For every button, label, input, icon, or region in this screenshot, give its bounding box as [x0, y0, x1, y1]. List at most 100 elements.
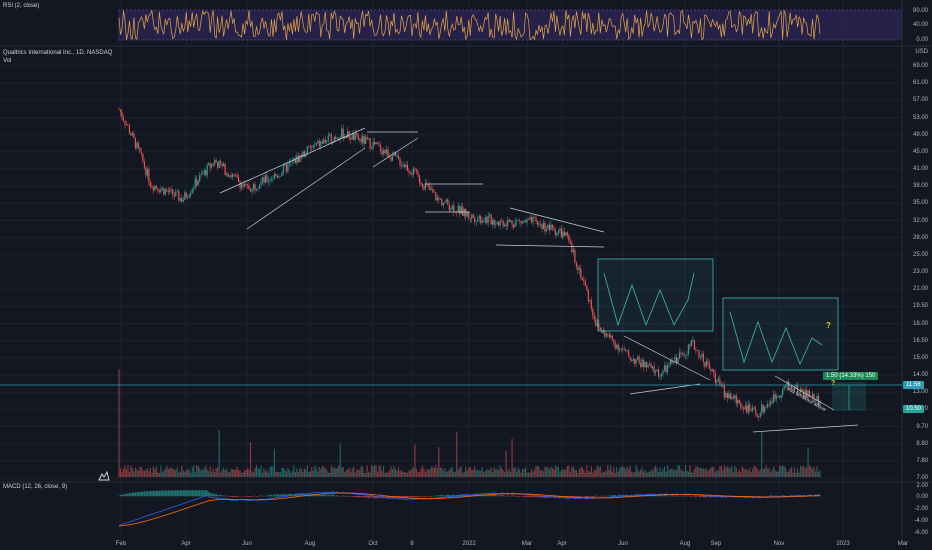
volume-bar [496, 468, 498, 477]
macd-histogram-bar [680, 495, 682, 497]
macd-histogram-bar [671, 495, 673, 497]
drawings[interactable] [219, 127, 859, 433]
trendline-wedge-top[interactable] [623, 335, 711, 381]
candle-body [211, 163, 213, 168]
macd-histogram-bar [279, 494, 282, 497]
candle-body [704, 361, 706, 367]
volume-bar [450, 467, 452, 477]
trendline-upper-channel[interactable] [219, 127, 366, 194]
macd-histogram-bar [495, 495, 497, 497]
price-axis-label: 7.80 [916, 457, 928, 464]
volume-bar [149, 467, 151, 477]
macd-histogram-bar [486, 495, 488, 497]
candle-body [515, 220, 518, 222]
rsi-title[interactable]: RSI (2, close) [3, 3, 40, 9]
macd-histogram-bar [269, 494, 271, 497]
volume-bar [411, 468, 413, 477]
macd-histogram-bar [149, 491, 151, 497]
candle-body [498, 222, 500, 226]
volume-bar [332, 468, 334, 477]
macd-histogram-bar [118, 495, 120, 497]
volume-bar [750, 472, 752, 477]
volume-bar [783, 466, 785, 477]
volume-bar [547, 466, 549, 477]
volume-bar [240, 472, 243, 477]
candle-body [245, 183, 247, 185]
trendline-flag-lower[interactable] [372, 137, 419, 168]
projection-box-2[interactable] [722, 297, 839, 371]
volume-bar [290, 472, 292, 477]
trendline-triangle-bottom[interactable] [495, 244, 605, 248]
candle-body [819, 400, 821, 406]
macd-histogram-bar [124, 494, 126, 497]
candle-body [510, 220, 512, 222]
trendline-lower-channel[interactable] [246, 147, 366, 230]
trendline-final-top[interactable] [774, 375, 835, 411]
macd-histogram-bar [251, 496, 253, 497]
tradingview-logo-icon[interactable] [98, 468, 110, 481]
candle-body [550, 224, 552, 230]
volume-bar [291, 470, 293, 477]
macd-histogram-bar [202, 490, 204, 497]
volume-bar [686, 470, 688, 477]
candle-body [212, 163, 214, 165]
candle-body [717, 379, 719, 381]
volume-bar [632, 472, 634, 477]
volume-bar [701, 468, 703, 477]
volume-bar [430, 466, 432, 477]
macd-histogram-bar [321, 494, 323, 497]
projection-box-1[interactable] [597, 258, 714, 332]
candle-body [814, 401, 817, 402]
volume-bar [719, 466, 721, 477]
volume-bar [565, 469, 567, 477]
volume-bar [737, 472, 739, 477]
candle-body [535, 217, 537, 221]
macd-histogram-bar [215, 493, 217, 497]
candle-body [284, 164, 286, 166]
macd-histogram-bar [523, 496, 525, 497]
trendline-wedge-bottom[interactable] [629, 383, 701, 395]
candle-body [770, 401, 772, 405]
trendline-triangle-top[interactable] [509, 207, 605, 233]
volume-bar [439, 467, 441, 477]
volume-bar [415, 468, 418, 477]
volume-bar [226, 468, 228, 477]
macd-histogram-bar [542, 496, 545, 498]
candle-body [441, 199, 443, 206]
macd-histogram-bar [172, 490, 174, 497]
volume-label[interactable]: Vol [3, 58, 12, 64]
macd-title[interactable]: MACD (12, 26, close, 9) [3, 484, 68, 490]
volume-bar [708, 469, 710, 477]
candle-body [512, 224, 515, 228]
candle-body [326, 141, 328, 143]
volume-bar [441, 468, 443, 477]
candle-body [237, 177, 240, 183]
volume-bar [366, 465, 368, 477]
candle-body [282, 165, 285, 174]
candle-body [605, 333, 607, 337]
macd-histogram-bar [499, 495, 501, 497]
candle-body [151, 186, 153, 188]
volume-bar [457, 469, 459, 477]
trendline-final-bottom[interactable] [752, 424, 859, 433]
macd-histogram-bar [227, 495, 229, 497]
candle-body [599, 327, 601, 330]
candle-body [616, 344, 618, 349]
volume-bar [643, 471, 645, 477]
volume-bar [601, 472, 603, 477]
candle-body [448, 205, 450, 211]
symbol-title[interactable]: Qualtrics International Inc., 1D, NASDAQ [3, 50, 113, 56]
candle-body [532, 217, 534, 223]
macd-histogram-bar [403, 496, 406, 498]
currency-label[interactable]: USD [915, 49, 928, 55]
candle-body [517, 220, 519, 222]
candle-body [486, 217, 488, 224]
volume-bar [776, 471, 778, 477]
candle-body [665, 365, 667, 372]
macd-histogram-bar [320, 494, 322, 497]
volume-bar [626, 466, 628, 477]
candle-body [637, 356, 639, 360]
volume-bar [456, 431, 458, 477]
volume-bar [391, 469, 394, 477]
